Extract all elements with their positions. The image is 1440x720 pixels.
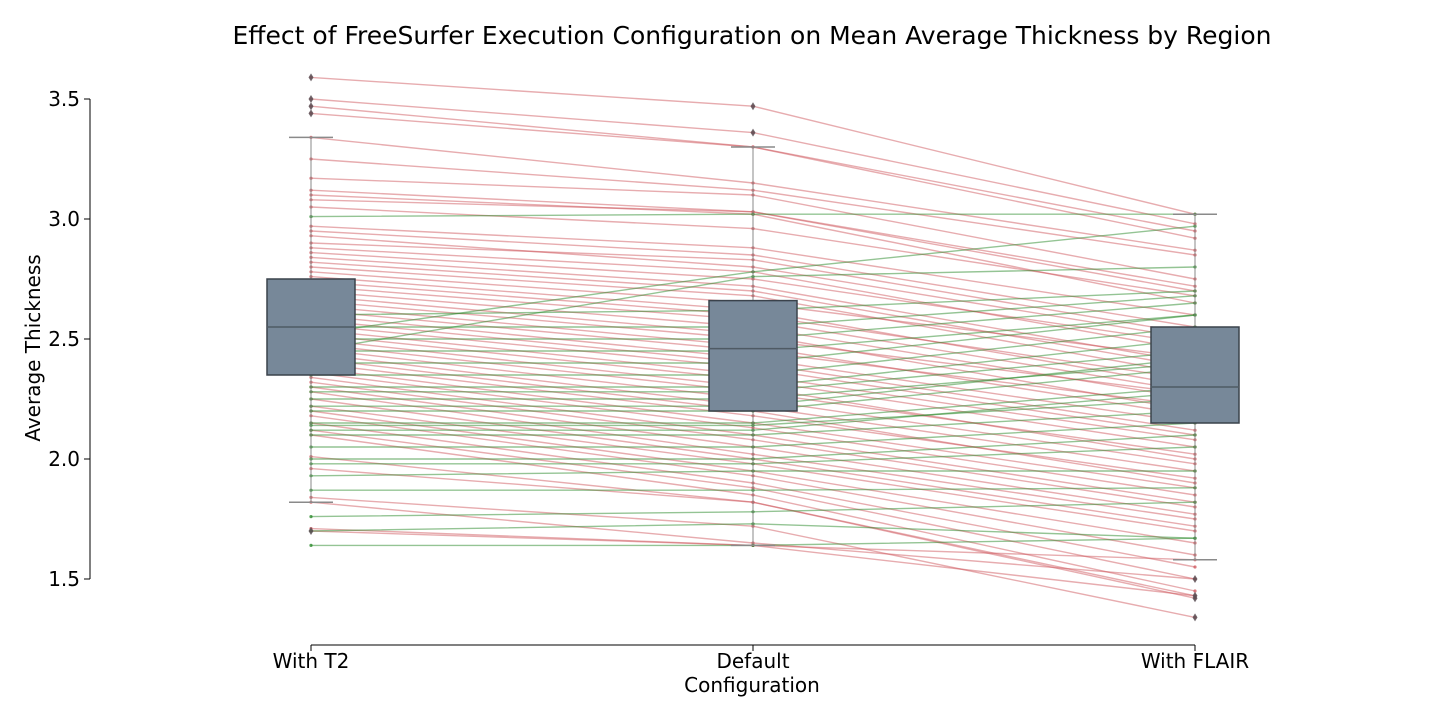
x-axis: With T2 Default With FLAIR (273, 644, 1249, 673)
y-tick-label: 3.5 (48, 87, 80, 111)
y-axis-label: Average Thickness (21, 254, 45, 441)
outlier-point (1192, 613, 1198, 622)
outlier-point (308, 527, 314, 535)
boxplot (266, 73, 356, 535)
region-point (1193, 565, 1197, 569)
outlier-point (308, 109, 314, 118)
outlier-point (750, 128, 756, 137)
region-point (309, 515, 313, 519)
outlier-point (750, 102, 756, 111)
y-axis: 1.5 2.0 2.5 3.0 3.5 (48, 87, 91, 591)
outlier-point (308, 73, 314, 82)
chart-title: Effect of FreeSurfer Execution Configura… (233, 21, 1272, 50)
x-axis-label: Configuration (684, 673, 820, 697)
x-tick-label: With FLAIR (1141, 649, 1249, 673)
region-point (1193, 589, 1197, 593)
outlier-point (1192, 594, 1198, 603)
box (1150, 326, 1240, 424)
boxplot (1150, 213, 1240, 622)
y-tick-label: 1.5 (48, 567, 80, 591)
boxplots (266, 73, 1240, 622)
region-point (309, 543, 313, 548)
y-tick-label: 2.0 (48, 447, 80, 471)
y-tick-label: 3.0 (48, 207, 80, 231)
box (708, 299, 798, 412)
outlier-point (1192, 575, 1198, 583)
outlier-point (308, 102, 314, 111)
boxplot (708, 102, 798, 547)
x-tick-label: With T2 (273, 649, 350, 673)
outlier-point (308, 95, 314, 103)
y-tick-label: 2.5 (48, 327, 80, 351)
x-tick-label: Default (716, 649, 789, 673)
